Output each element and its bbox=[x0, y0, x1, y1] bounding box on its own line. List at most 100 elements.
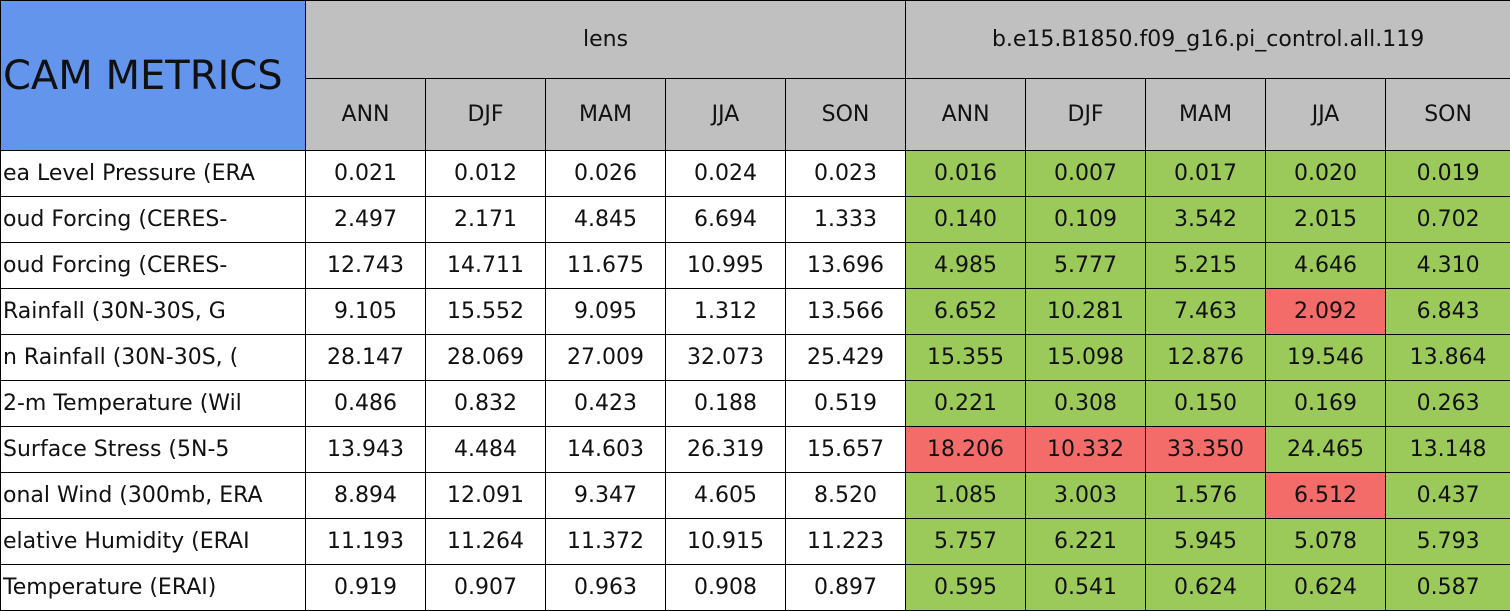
control-value: 7.463 bbox=[1145, 288, 1267, 335]
lens-value: 8.520 bbox=[784, 472, 907, 519]
metric-label: 2-m Temperature (Wil bbox=[0, 380, 306, 427]
control-value: 0.169 bbox=[1265, 380, 1387, 427]
control-value: 6.843 bbox=[1385, 288, 1510, 335]
control-value: 1.085 bbox=[905, 472, 1027, 519]
control-value: 5.215 bbox=[1145, 242, 1267, 289]
lens-value: 0.486 bbox=[305, 380, 426, 427]
control-value: 12.876 bbox=[1145, 334, 1267, 381]
lens-value: 27.009 bbox=[545, 334, 666, 381]
season-header: JJA bbox=[1265, 78, 1387, 151]
control-value: 0.016 bbox=[905, 150, 1027, 197]
lens-value: 11.372 bbox=[545, 518, 666, 565]
group-header: b.e15.B1850.f09_g16.pi_control.all.119 bbox=[905, 0, 1510, 79]
lens-value: 0.026 bbox=[545, 150, 666, 197]
metric-row: oud Forcing (CERES- 2.497 2.171 4.845 6.694 1… bbox=[0, 196, 1510, 243]
control-value: 4.985 bbox=[905, 242, 1027, 289]
season-header: SON bbox=[1385, 78, 1510, 151]
lens-value: 13.696 bbox=[784, 242, 907, 289]
lens-value: 10.995 bbox=[665, 242, 786, 289]
control-value: 6.652 bbox=[905, 288, 1027, 335]
metric-label: Temperature (ERAI) bbox=[0, 564, 306, 611]
lens-value: 6.694 bbox=[665, 196, 786, 243]
control-value: 0.007 bbox=[1025, 150, 1147, 197]
lens-value: 25.429 bbox=[784, 334, 907, 381]
control-value: 13.864 bbox=[1385, 334, 1510, 381]
control-value: 6.221 bbox=[1025, 518, 1147, 565]
lens-value: 8.894 bbox=[305, 472, 426, 519]
lens-value: 2.171 bbox=[425, 196, 546, 243]
lens-value: 10.915 bbox=[665, 518, 786, 565]
control-value: 0.263 bbox=[1385, 380, 1510, 427]
control-value: 10.281 bbox=[1025, 288, 1147, 335]
lens-value: 0.919 bbox=[305, 564, 426, 611]
control-value: 24.465 bbox=[1265, 426, 1387, 473]
control-value: 0.020 bbox=[1265, 150, 1387, 197]
metric-row: Rainfall (30N-30S, G 9.105 15.552 9.095 1.31… bbox=[0, 288, 1510, 335]
metric-row: Surface Stress (5N-5 13.943 4.484 14.603 26.… bbox=[0, 426, 1510, 473]
metric-row: Temperature (ERAI) 0.919 0.907 0.963 0.908 0.… bbox=[0, 564, 1510, 611]
lens-value: 9.347 bbox=[545, 472, 666, 519]
metric-row: onal Wind (300mb, ERA 8.894 12.091 9.347 4.6… bbox=[0, 472, 1510, 519]
header-row: CAM METRICS lens b.e15.B1850.f09_g16.pi_co… bbox=[0, 0, 1510, 151]
lens-value: 0.012 bbox=[425, 150, 546, 197]
metric-label: oud Forcing (CERES- bbox=[0, 242, 306, 289]
control-value: 15.355 bbox=[905, 334, 1027, 381]
lens-value: 0.188 bbox=[665, 380, 786, 427]
lens-value: 28.147 bbox=[305, 334, 426, 381]
season-header: ANN bbox=[305, 78, 426, 151]
season-row: ANN DJF MAM JJA SON ANN DJF MAM JJA SON bbox=[1, 78, 1510, 151]
lens-value: 2.497 bbox=[305, 196, 426, 243]
control-value: 5.945 bbox=[1145, 518, 1267, 565]
lens-value: 4.845 bbox=[545, 196, 666, 243]
metric-label: onal Wind (300mb, ERA bbox=[0, 472, 306, 519]
lens-value: 11.223 bbox=[784, 518, 907, 565]
control-value: 1.576 bbox=[1145, 472, 1267, 519]
control-value: 10.332 bbox=[1025, 426, 1147, 473]
metric-row: 2-m Temperature (Wil 0.486 0.832 0.423 0.188… bbox=[0, 380, 1510, 427]
metric-label: Surface Stress (5N-5 bbox=[0, 426, 306, 473]
lens-value: 11.193 bbox=[305, 518, 426, 565]
control-value: 0.702 bbox=[1385, 196, 1510, 243]
lens-value: 26.319 bbox=[665, 426, 786, 473]
control-value: 0.541 bbox=[1025, 564, 1147, 611]
lens-value: 13.943 bbox=[305, 426, 426, 473]
control-value: 0.221 bbox=[905, 380, 1027, 427]
metric-label: n Rainfall (30N-30S, ( bbox=[0, 334, 306, 381]
lens-value: 1.312 bbox=[665, 288, 786, 335]
control-value: 15.098 bbox=[1025, 334, 1147, 381]
control-value: 0.150 bbox=[1145, 380, 1267, 427]
control-value: 2.092 bbox=[1265, 288, 1387, 335]
metric-label: oud Forcing (CERES- bbox=[0, 196, 306, 243]
control-value: 6.512 bbox=[1265, 472, 1387, 519]
control-value: 0.595 bbox=[905, 564, 1027, 611]
control-value: 0.587 bbox=[1385, 564, 1510, 611]
metric-label: Rainfall (30N-30S, G bbox=[0, 288, 306, 335]
lens-value: 0.024 bbox=[665, 150, 786, 197]
lens-value: 0.021 bbox=[305, 150, 426, 197]
season-header: JJA bbox=[665, 78, 786, 151]
metric-row: n Rainfall (30N-30S, (28.147 28.069 27.009… bbox=[0, 334, 1510, 381]
season-header: MAM bbox=[1145, 78, 1267, 151]
metric-row: ea Level Pressure (ERA 0.021 0.012 0.026 0.0… bbox=[0, 150, 1510, 197]
lens-value: 14.711 bbox=[425, 242, 546, 289]
control-value: 0.109 bbox=[1025, 196, 1147, 243]
control-value: 5.078 bbox=[1265, 518, 1387, 565]
lens-value: 0.023 bbox=[784, 150, 907, 197]
control-value: 0.624 bbox=[1145, 564, 1267, 611]
season-header: DJF bbox=[1025, 78, 1147, 151]
control-value: 33.350 bbox=[1145, 426, 1267, 473]
lens-value: 4.605 bbox=[665, 472, 786, 519]
lens-value: 0.832 bbox=[425, 380, 546, 427]
metric-label: ea Level Pressure (ERA bbox=[0, 150, 306, 197]
lens-value: 15.552 bbox=[425, 288, 546, 335]
lens-value: 14.603 bbox=[545, 426, 666, 473]
lens-value: 11.264 bbox=[425, 518, 546, 565]
season-header: DJF bbox=[425, 78, 546, 151]
lens-value: 4.484 bbox=[425, 426, 546, 473]
lens-value: 32.073 bbox=[665, 334, 786, 381]
control-value: 0.308 bbox=[1025, 380, 1147, 427]
lens-value: 0.423 bbox=[545, 380, 666, 427]
control-value: 3.003 bbox=[1025, 472, 1147, 519]
